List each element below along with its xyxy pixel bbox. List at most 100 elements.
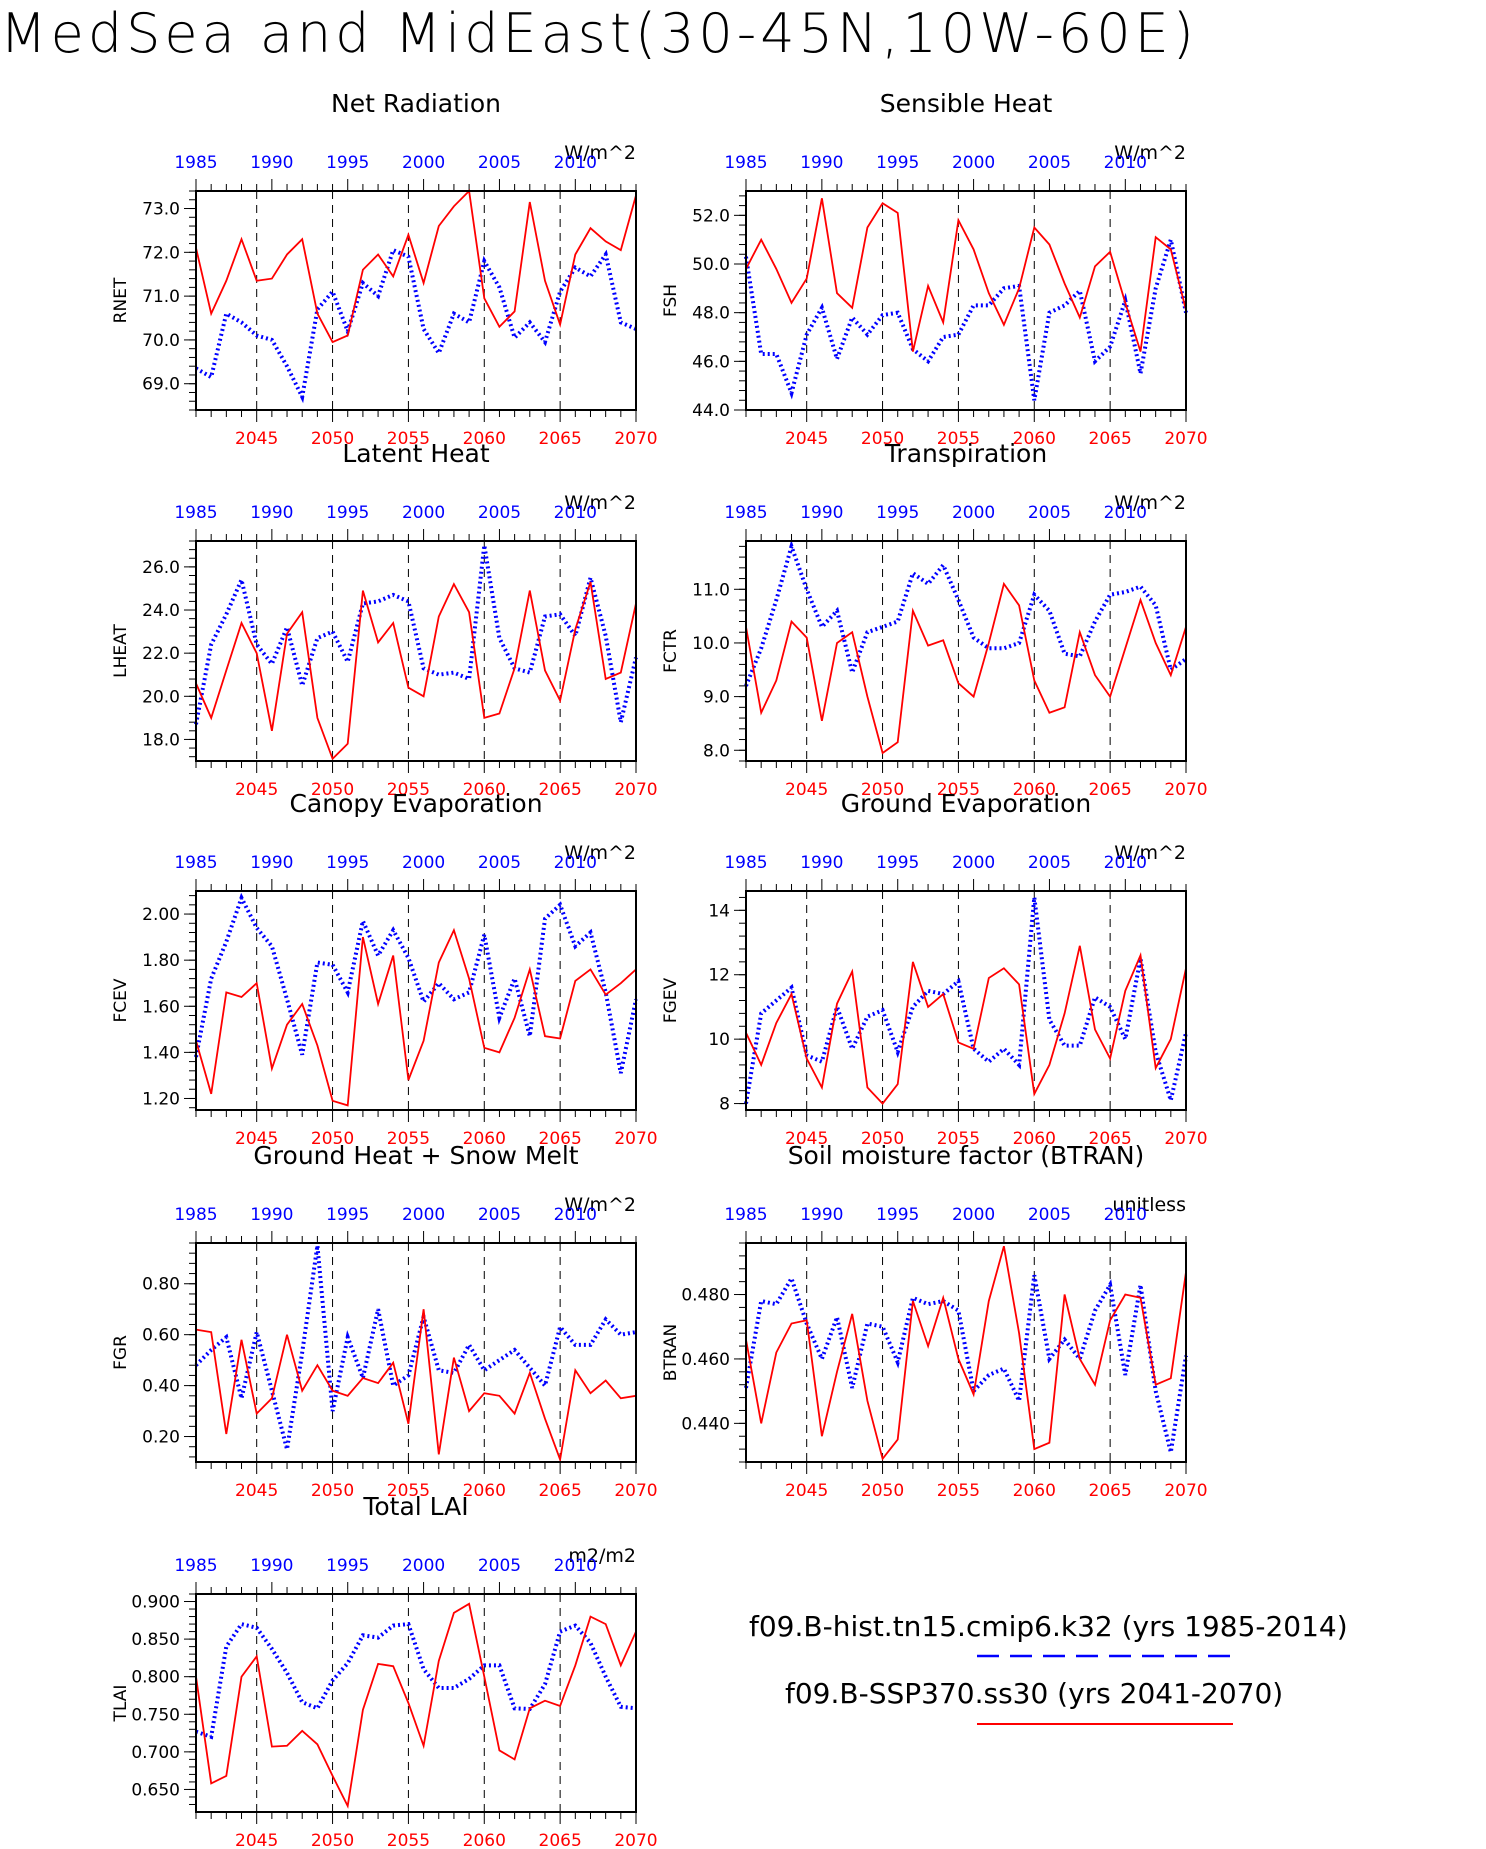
y-tick-label: 1.40 [142,1043,180,1063]
x-tick-label: 2065 [539,429,582,449]
chart-btran: Soil moisture factor (BTRAN) unitless 2045… [661,1141,1208,1501]
x-tick-label: 2055 [937,1129,980,1149]
x-tick-label: 2045 [235,429,278,449]
chart-units: W/m^2 [564,842,636,864]
plot-frame [195,540,637,762]
x-tick-label: 2055 [387,780,430,800]
x-tick-label: 2070 [1164,1481,1207,1501]
x-tick-label: 2065 [539,780,582,800]
plot-frame [745,190,1187,411]
top-tick-label: 2010 [1104,153,1147,173]
x-tick-label: 2050 [861,1129,904,1149]
y-tick-label: 18.0 [142,730,180,750]
top-tick-label: 2010 [1104,1205,1147,1225]
top-tick-label: 1990 [250,1205,293,1225]
top-tick-label: 2010 [554,1556,597,1576]
x-tick-label: 2060 [463,1831,506,1849]
series-ssp-line [745,581,1187,755]
series-hist-line [194,1245,637,1450]
chart-title: Ground Heat + Snow Melt [253,1141,578,1170]
x-tick-label: 2045 [235,780,278,800]
top-tick-label: 2010 [554,153,597,173]
chart-fsh: Sensible Heat W/m^2 2045 2050 2055 2060 2065 20… [661,89,1208,449]
series-ssp-line [195,189,637,344]
chart-units: W/m^2 [1114,492,1186,514]
x-tick-label: 2060 [463,1129,506,1149]
top-tick-label: 2005 [1028,853,1071,873]
x-tick-label: 2045 [785,780,828,800]
y-tick-label: 69.0 [142,375,180,395]
chart-title: Ground Evaporation [841,789,1091,818]
y-tick-label: 0.900 [131,1593,180,1613]
chart-units: W/m^2 [564,142,636,164]
chart-fctr: Transpiration W/m^2 2045 2050 2055 2060 2065 20… [661,439,1208,800]
top-tick-label: 2010 [554,503,597,523]
series-ssp-line [745,1245,1187,1461]
chart-lheat: Latent Heat W/m^2 2045 2050 2055 2060 2065 2070… [111,439,658,800]
top-tick-label: 1990 [800,1205,843,1225]
x-tick-label: 2070 [614,1129,657,1149]
top-tick-label: 1985 [724,853,767,873]
x-tick-label: 2060 [463,1481,506,1501]
x-tick-label: 2065 [1089,780,1132,800]
y-tick-label: 50.0 [692,255,730,275]
top-tick-label: 1990 [250,1556,293,1576]
x-tick-label: 2055 [387,1831,430,1849]
chart-rnet: Net Radiation W/m^2 2045 2050 2055 2060 2065 20… [111,89,658,449]
top-tick-label: 2005 [478,1556,521,1576]
chart-title: Latent Heat [342,439,490,468]
top-tick-label: 2000 [952,153,995,173]
x-tick-label: 2050 [311,780,354,800]
x-tick-label: 2065 [539,1831,582,1849]
x-tick-label: 2060 [1013,780,1056,800]
y-tick-label: 24.0 [142,601,180,621]
legend-hist-label: f09.B-hist.tn15.cmip6.k32 (yrs 1985-2014… [749,1610,1348,1643]
y-tick-label: 52.0 [692,206,730,226]
chart-title: Net Radiation [331,89,501,118]
legend-ssp-swatch [977,1723,1233,1725]
y-tick-label: 71.0 [142,287,180,307]
x-tick-label: 2060 [1013,429,1056,449]
y-axis-label: FCTR [661,629,681,673]
top-tick-label: 1995 [326,1556,369,1576]
y-tick-label: 0.20 [142,1428,180,1448]
x-tick-label: 2065 [1089,429,1132,449]
x-tick-label: 2045 [235,1831,278,1849]
series-hist-line [744,539,1188,687]
x-tick-label: 2055 [937,780,980,800]
chart-units: W/m^2 [1114,842,1186,864]
y-tick-label: 1.60 [142,997,180,1017]
top-tick-label: 2005 [1028,1205,1071,1225]
top-tick-label: 1995 [326,503,369,523]
chart-units: W/m^2 [564,492,636,514]
series-hist-line [195,1621,637,1740]
top-tick-label: 1985 [174,1556,217,1576]
x-tick-label: 2050 [311,1129,354,1149]
y-tick-label: 0.440 [681,1414,730,1434]
y-tick-label: 0.40 [142,1377,180,1397]
x-tick-label: 2055 [937,1481,980,1501]
top-tick-label: 2000 [952,503,995,523]
series-ssp-line [195,1309,637,1463]
x-tick-label: 2070 [1164,780,1207,800]
x-tick-label: 2050 [861,429,904,449]
y-axis-label: TLAI [111,1685,131,1723]
x-tick-label: 2070 [1164,429,1207,449]
series-hist-line [744,1273,1188,1453]
y-tick-label: 0.460 [681,1350,730,1370]
plot-frame [195,1242,637,1463]
y-tick-label: 0.650 [131,1780,180,1800]
x-tick-label: 2065 [1089,1129,1132,1149]
x-tick-label: 2065 [1089,1481,1132,1501]
top-tick-label: 2010 [554,853,597,873]
plot-frame [745,540,1187,762]
series-ssp-line [195,1602,637,1809]
plot-frame [195,890,637,1111]
chart-units: W/m^2 [1114,142,1186,164]
chart-units: m2/m2 [568,1545,636,1567]
series-hist-line [195,247,637,404]
top-tick-label: 1985 [724,153,767,173]
y-tick-label: 10 [708,1030,730,1050]
top-tick-label: 2005 [478,153,521,173]
